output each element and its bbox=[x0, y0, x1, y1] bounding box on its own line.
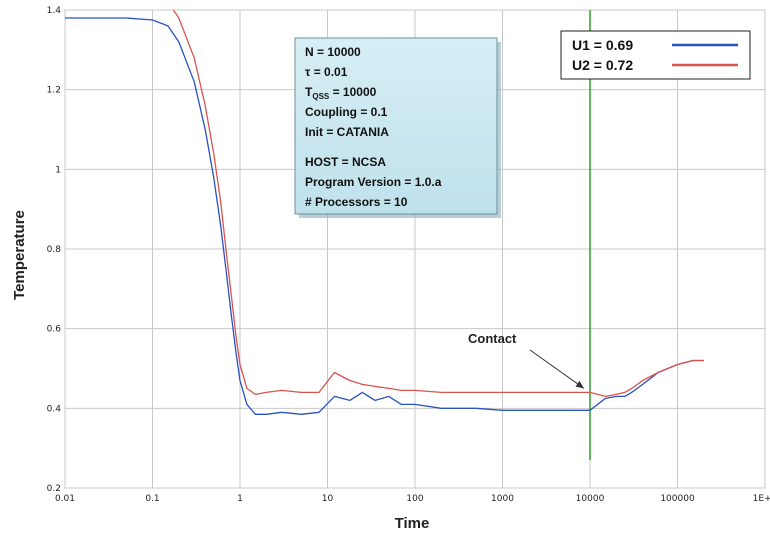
y-tick-label: 0.4 bbox=[47, 404, 62, 414]
x-tick-label: 0.1 bbox=[145, 494, 159, 504]
contact-arrow bbox=[529, 349, 585, 389]
info-line-coupling: Coupling = 0.1 bbox=[305, 105, 388, 119]
y-tick-label: 0.2 bbox=[47, 484, 61, 494]
y-tick-label: 1 bbox=[55, 165, 61, 175]
x-tick-label: 10 bbox=[322, 494, 334, 504]
series-group bbox=[65, 10, 704, 415]
x-tick-label: 1 bbox=[237, 494, 243, 504]
y-tick-label: 1.2 bbox=[47, 86, 61, 96]
y-tick-label: 1.4 bbox=[47, 6, 62, 16]
series-line-1 bbox=[65, 17, 704, 415]
x-tick-label: 100 bbox=[406, 494, 423, 504]
info-line-host: HOST = NCSA bbox=[305, 155, 386, 169]
info-line-n: N = 10000 bbox=[305, 45, 361, 59]
y-axis: 0.2 0.4 0.6 0.8 1 1.2 1.4 bbox=[47, 6, 62, 494]
x-tick-label: 100000 bbox=[660, 494, 695, 504]
info-line-tau: τ = 0.01 bbox=[305, 65, 348, 79]
x-axis: 0.01 0.1 1 10 100 1000 10000 100000 1E+6 bbox=[55, 494, 770, 504]
info-line-version: Program Version = 1.0.a bbox=[305, 175, 442, 189]
x-tick-label: 10000 bbox=[576, 494, 605, 504]
legend: U1 = 0.69 U2 = 0.72 bbox=[560, 30, 751, 80]
info-line-tqss: TQSS = 10000 bbox=[305, 85, 377, 101]
contact-arrowhead bbox=[575, 380, 584, 389]
x-axis-label: Time bbox=[395, 515, 430, 532]
contact-annotation: Contact bbox=[468, 331, 585, 389]
y-tick-label: 0.8 bbox=[47, 245, 62, 255]
x-tick-label: 0.01 bbox=[55, 494, 75, 504]
series-line-2 bbox=[172, 10, 704, 398]
info-box: N = 10000 τ = 0.01 TQSS = 10000 Coupling… bbox=[294, 37, 501, 218]
legend-label-u2: U2 = 0.72 bbox=[572, 57, 633, 73]
contact-label: Contact bbox=[468, 331, 517, 346]
y-axis-label: Temperature bbox=[11, 210, 28, 300]
x-tick-label: 1000 bbox=[491, 494, 514, 504]
legend-label-u1: U1 = 0.69 bbox=[572, 37, 633, 53]
x-tick-label: 1E+6 bbox=[753, 494, 770, 504]
y-tick-label: 0.6 bbox=[47, 325, 62, 335]
info-line-processors: # Processors = 10 bbox=[305, 195, 408, 209]
info-line-init: Init = CATANIA bbox=[305, 125, 389, 139]
